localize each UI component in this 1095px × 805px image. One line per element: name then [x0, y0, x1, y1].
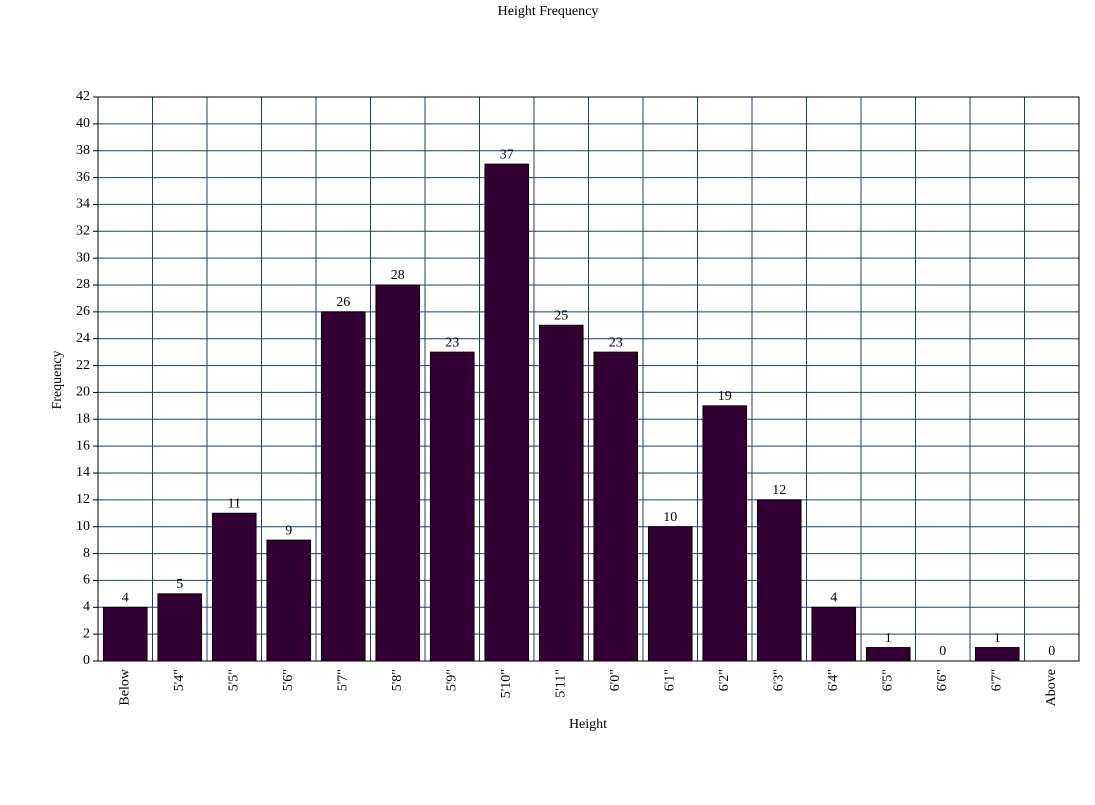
data-label: 10 [663, 510, 677, 525]
x-tick-label: 5'6" [281, 669, 296, 691]
data-label: 0 [1048, 644, 1055, 659]
x-tick-label: 5'10" [499, 669, 514, 698]
bar [429, 351, 475, 662]
x-tick-label: 6'5" [880, 669, 895, 691]
bar [266, 539, 312, 662]
bar [702, 405, 748, 662]
x-tick-label: 6'0" [608, 669, 623, 691]
data-label: 9 [285, 523, 292, 538]
y-tick-label: 16 [76, 438, 90, 453]
x-tick-label: 5'9" [444, 669, 459, 691]
y-tick-label: 34 [76, 197, 90, 212]
data-label: 19 [718, 389, 732, 404]
bar [647, 526, 693, 662]
bar [375, 284, 421, 662]
data-label: 28 [391, 268, 405, 283]
bar [974, 647, 1020, 662]
x-tick-label: Below [117, 668, 132, 705]
x-tick-label: Above [1044, 669, 1059, 706]
bar [484, 163, 530, 662]
bar [538, 324, 584, 662]
x-tick-label: 6'3" [771, 669, 786, 691]
y-tick-label: 40 [76, 116, 90, 131]
x-tick-label: 6'6" [935, 669, 950, 691]
data-label: 5 [176, 577, 183, 592]
y-tick-label: 28 [76, 277, 90, 292]
bar [102, 606, 148, 662]
data-label: 23 [445, 335, 459, 350]
plot-frame [97, 96, 1080, 662]
data-label: 12 [772, 483, 786, 498]
y-tick-label: 38 [76, 143, 90, 158]
data-label: 4 [122, 591, 129, 606]
y-tick-label: 12 [76, 492, 90, 507]
data-label: 37 [500, 147, 514, 162]
x-tick-label: 5'5" [226, 669, 241, 691]
bar [865, 647, 911, 662]
y-tick-label: 4 [83, 600, 90, 615]
y-tick-label: 22 [76, 358, 90, 373]
bar [157, 593, 203, 662]
data-label: 11 [228, 497, 241, 512]
x-tick-label: 5'11" [553, 669, 568, 698]
y-tick-label: 2 [83, 626, 90, 641]
x-tick-label: 5'7" [335, 669, 350, 691]
chart-title: Height Frequency [498, 4, 599, 19]
data-label: 4 [830, 591, 837, 606]
data-label: 1 [885, 631, 892, 646]
x-axis-label: Height [569, 717, 607, 732]
data-label: 26 [336, 295, 350, 310]
data-label: 0 [939, 644, 946, 659]
bar [320, 311, 366, 662]
bar [593, 351, 639, 662]
y-tick-label: 6 [83, 573, 90, 588]
y-tick-label: 8 [83, 546, 90, 561]
y-tick-label: 24 [76, 331, 90, 346]
y-tick-label: 14 [76, 465, 90, 480]
x-tick-label: 6'4" [826, 669, 841, 691]
data-label: 25 [554, 309, 568, 324]
x-tick-label: 6'7" [989, 669, 1004, 691]
x-tick-label: 6'1" [662, 669, 677, 691]
data-label: 23 [609, 335, 623, 350]
y-tick-label: 42 [76, 89, 90, 104]
y-tick-label: 0 [83, 653, 90, 668]
bar [756, 499, 802, 662]
y-tick-label: 20 [76, 385, 90, 400]
y-tick-label: 18 [76, 412, 90, 427]
y-tick-label: 10 [76, 519, 90, 534]
x-tick-label: 5'8" [390, 669, 405, 691]
bar [211, 512, 257, 662]
y-tick-label: 32 [76, 224, 90, 239]
x-tick-label: 5'4" [172, 669, 187, 691]
y-tick-label: 36 [76, 170, 90, 185]
x-tick-label: 6'2" [717, 669, 732, 691]
y-tick-label: 30 [76, 250, 90, 265]
data-label: 1 [994, 631, 1001, 646]
y-axis-label: Frequency [50, 350, 65, 409]
bar [811, 606, 857, 662]
y-tick-label: 26 [76, 304, 90, 319]
